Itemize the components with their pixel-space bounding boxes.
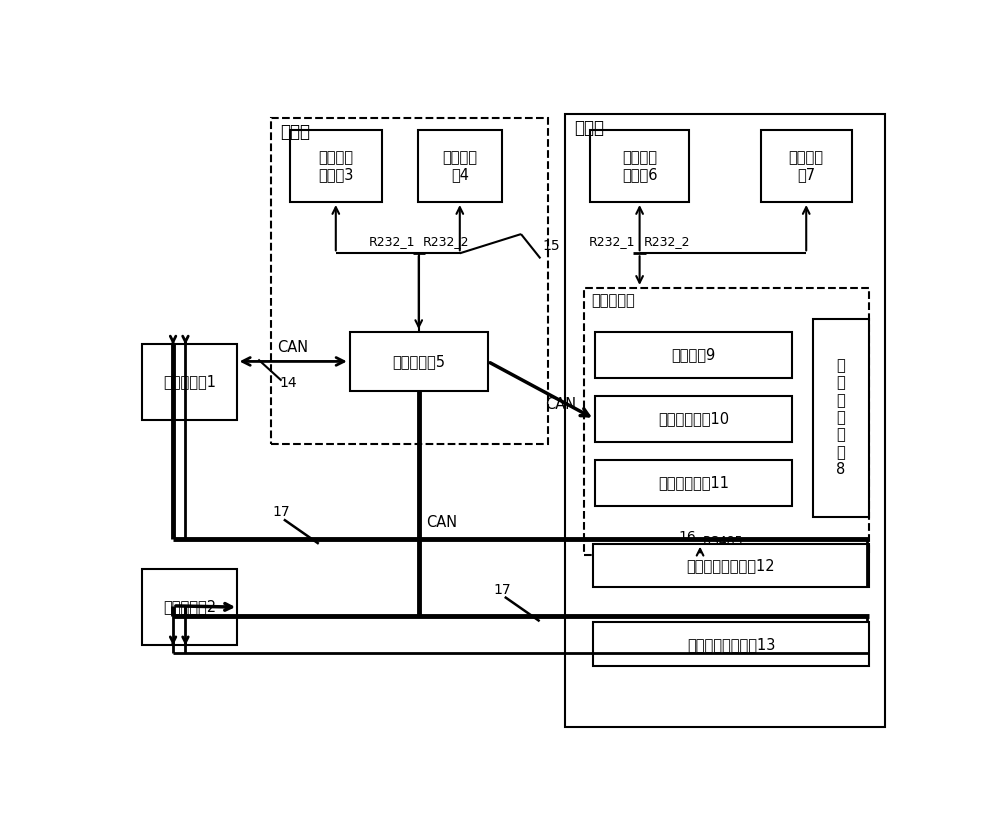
Text: 充电监控器: 充电监控器 (592, 293, 635, 308)
Text: R232_2: R232_2 (423, 235, 469, 248)
Text: 充电控制器5: 充电控制器5 (392, 354, 445, 369)
Text: CAN: CAN (278, 340, 309, 355)
Text: R232_1: R232_1 (589, 235, 636, 248)
Text: 充电柜: 充电柜 (574, 119, 604, 137)
Bar (590, 130, 689, 202)
Text: 计费单元9: 计费单元9 (671, 347, 716, 362)
Bar (595, 332, 792, 378)
Bar (584, 288, 869, 555)
Text: 第二充电枪2: 第二充电枪2 (163, 600, 216, 615)
Bar (290, 130, 382, 202)
Bar (593, 543, 869, 588)
Text: 充电桩: 充电桩 (280, 123, 310, 140)
Bar (142, 344, 237, 420)
Text: 功
率
分
配
单
元
8: 功 率 分 配 单 元 8 (836, 358, 846, 478)
Text: 16: 16 (678, 530, 696, 544)
Text: 柜上刷卡
器7: 柜上刷卡 器7 (789, 150, 824, 183)
Text: R232_2: R232_2 (643, 235, 690, 248)
Text: 绝缘检测单元10: 绝缘检测单元10 (658, 411, 729, 426)
Bar (595, 396, 792, 442)
Text: 第一直流输出单元13: 第一直流输出单元13 (687, 637, 775, 652)
Bar (142, 569, 237, 645)
Text: 14: 14 (279, 376, 297, 390)
Bar (813, 318, 869, 517)
Bar (761, 130, 852, 202)
Text: 17: 17 (493, 583, 511, 597)
Text: 第一直流输出单元12: 第一直流输出单元12 (687, 558, 775, 573)
Text: R232_1: R232_1 (368, 235, 415, 248)
Bar (593, 622, 869, 666)
Text: 15: 15 (542, 238, 560, 253)
Text: CAN: CAN (426, 515, 458, 530)
Text: 17: 17 (272, 505, 290, 519)
Bar (595, 460, 792, 506)
Bar (350, 332, 488, 391)
Text: 桩上人机
接口屏3: 桩上人机 接口屏3 (318, 150, 353, 183)
Text: 桩上刷卡
器4: 桩上刷卡 器4 (442, 150, 477, 183)
Text: 交流监控单元11: 交流监控单元11 (658, 475, 729, 490)
Bar (271, 118, 548, 444)
Bar (565, 114, 885, 727)
Text: CAN: CAN (545, 396, 576, 411)
Bar (418, 130, 502, 202)
Text: 第一充电枪1: 第一充电枪1 (163, 375, 216, 390)
Text: RS485: RS485 (703, 535, 744, 548)
Text: 柜上人机
接口屏6: 柜上人机 接口屏6 (622, 150, 657, 183)
